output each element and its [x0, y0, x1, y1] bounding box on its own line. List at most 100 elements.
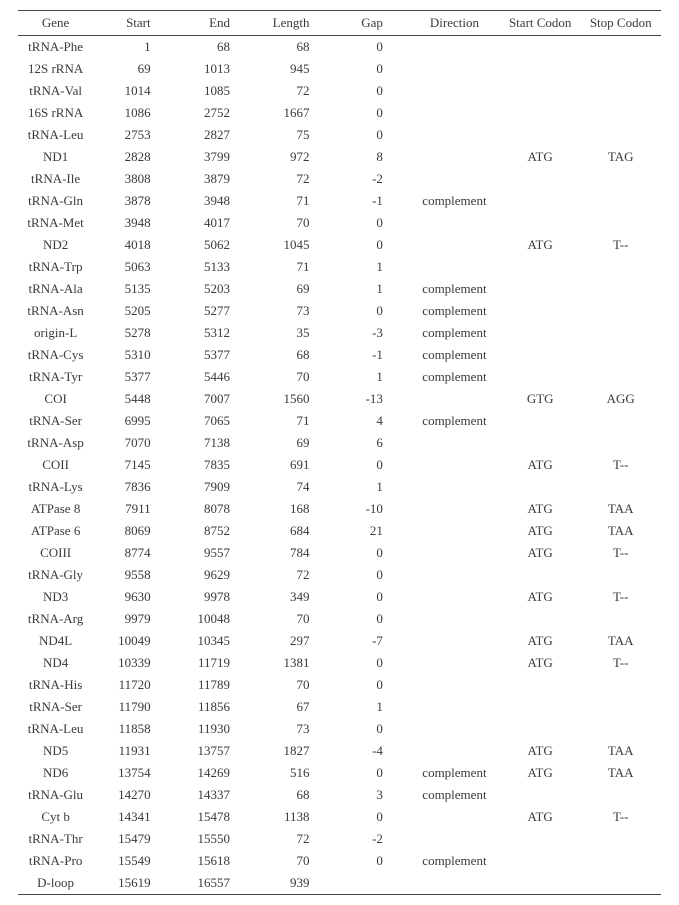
cell-end: 7909 [173, 476, 252, 498]
cell-stopcodon [580, 102, 661, 124]
cell-gap: 6 [331, 432, 408, 454]
cell-gene: ATPase 6 [18, 520, 93, 542]
cell-direction [409, 718, 500, 740]
cell-gap: 0 [331, 586, 408, 608]
cell-gene: tRNA-Gln [18, 190, 93, 212]
table-row: tRNA-Thr154791555072-2 [18, 828, 661, 850]
cell-start: 1 [93, 36, 172, 59]
column-header-gene: Gene [18, 11, 93, 36]
cell-gene: tRNA-Arg [18, 608, 93, 630]
cell-direction: complement [409, 300, 500, 322]
cell-stopcodon: T-- [580, 806, 661, 828]
table-row: tRNA-His1172011789700 [18, 674, 661, 696]
cell-end: 5446 [173, 366, 252, 388]
cell-stopcodon: T-- [580, 542, 661, 564]
cell-direction [409, 432, 500, 454]
cell-stopcodon [580, 784, 661, 806]
cell-gap: 0 [331, 718, 408, 740]
cell-stopcodon: AGG [580, 388, 661, 410]
cell-length: 67 [252, 696, 331, 718]
cell-length: 1138 [252, 806, 331, 828]
cell-startcodon: ATG [500, 630, 580, 652]
cell-end: 2827 [173, 124, 252, 146]
cell-gene: ND6 [18, 762, 93, 784]
cell-direction [409, 454, 500, 476]
cell-gene: tRNA-Ser [18, 410, 93, 432]
cell-length: 684 [252, 520, 331, 542]
cell-stopcodon [580, 212, 661, 234]
cell-gene: tRNA-Leu [18, 124, 93, 146]
cell-gene: ND4 [18, 652, 93, 674]
table-row: tRNA-Glu1427014337683complement [18, 784, 661, 806]
cell-startcodon: ATG [500, 146, 580, 168]
table-row: ATPase 879118078168-10ATGTAA [18, 498, 661, 520]
cell-gene: COI [18, 388, 93, 410]
cell-direction [409, 124, 500, 146]
cell-start: 5063 [93, 256, 172, 278]
cell-end: 5133 [173, 256, 252, 278]
cell-gap: -3 [331, 322, 408, 344]
cell-length: 1381 [252, 652, 331, 674]
cell-start: 9630 [93, 586, 172, 608]
cell-gap: 0 [331, 850, 408, 872]
cell-startcodon [500, 564, 580, 586]
table-row: COIII877495577840ATGT-- [18, 542, 661, 564]
cell-end: 11719 [173, 652, 252, 674]
cell-length: 72 [252, 80, 331, 102]
cell-stopcodon [580, 322, 661, 344]
cell-startcodon: ATG [500, 652, 580, 674]
cell-length: 516 [252, 762, 331, 784]
cell-start: 5278 [93, 322, 172, 344]
cell-direction: complement [409, 784, 500, 806]
cell-stopcodon: T-- [580, 454, 661, 476]
cell-direction [409, 234, 500, 256]
cell-gap: 3 [331, 784, 408, 806]
cell-startcodon [500, 718, 580, 740]
table-row: COI544870071560-13GTGAGG [18, 388, 661, 410]
cell-length: 70 [252, 212, 331, 234]
cell-gene: tRNA-Val [18, 80, 93, 102]
cell-start: 9979 [93, 608, 172, 630]
cell-direction [409, 58, 500, 80]
cell-direction [409, 388, 500, 410]
cell-stopcodon [580, 124, 661, 146]
table-row: tRNA-Asp70707138696 [18, 432, 661, 454]
table-row: COII714578356910ATGT-- [18, 454, 661, 476]
cell-start: 5135 [93, 278, 172, 300]
table-row: tRNA-Ser1179011856671 [18, 696, 661, 718]
cell-start: 7145 [93, 454, 172, 476]
cell-gap: -13 [331, 388, 408, 410]
cell-gap: -4 [331, 740, 408, 762]
cell-gap: 0 [331, 102, 408, 124]
cell-length: 70 [252, 608, 331, 630]
cell-length: 939 [252, 872, 331, 895]
cell-start: 8069 [93, 520, 172, 542]
table-row: tRNA-Trp50635133711 [18, 256, 661, 278]
cell-startcodon [500, 256, 580, 278]
cell-length: 71 [252, 256, 331, 278]
cell-gap: 1 [331, 278, 408, 300]
column-header-stopcodon: Stop Codon [580, 11, 661, 36]
cell-gap: -1 [331, 344, 408, 366]
cell-end: 11856 [173, 696, 252, 718]
cell-startcodon [500, 212, 580, 234]
cell-start: 13754 [93, 762, 172, 784]
table-header-row: GeneStartEndLengthGapDirectionStart Codo… [18, 11, 661, 36]
cell-gap: 0 [331, 212, 408, 234]
cell-stopcodon [580, 718, 661, 740]
cell-stopcodon [580, 608, 661, 630]
cell-end: 3799 [173, 146, 252, 168]
cell-gene: tRNA-Lys [18, 476, 93, 498]
cell-end: 14269 [173, 762, 252, 784]
cell-gap: -2 [331, 828, 408, 850]
cell-startcodon: ATG [500, 454, 580, 476]
table-row: ND4103391171913810ATGT-- [18, 652, 661, 674]
cell-length: 75 [252, 124, 331, 146]
cell-gene: tRNA-Tyr [18, 366, 93, 388]
cell-stopcodon: T-- [580, 586, 661, 608]
cell-gap [331, 872, 408, 895]
cell-startcodon: ATG [500, 740, 580, 762]
cell-gene: 16S rRNA [18, 102, 93, 124]
cell-end: 9978 [173, 586, 252, 608]
table-row: tRNA-Ala51355203691complement [18, 278, 661, 300]
